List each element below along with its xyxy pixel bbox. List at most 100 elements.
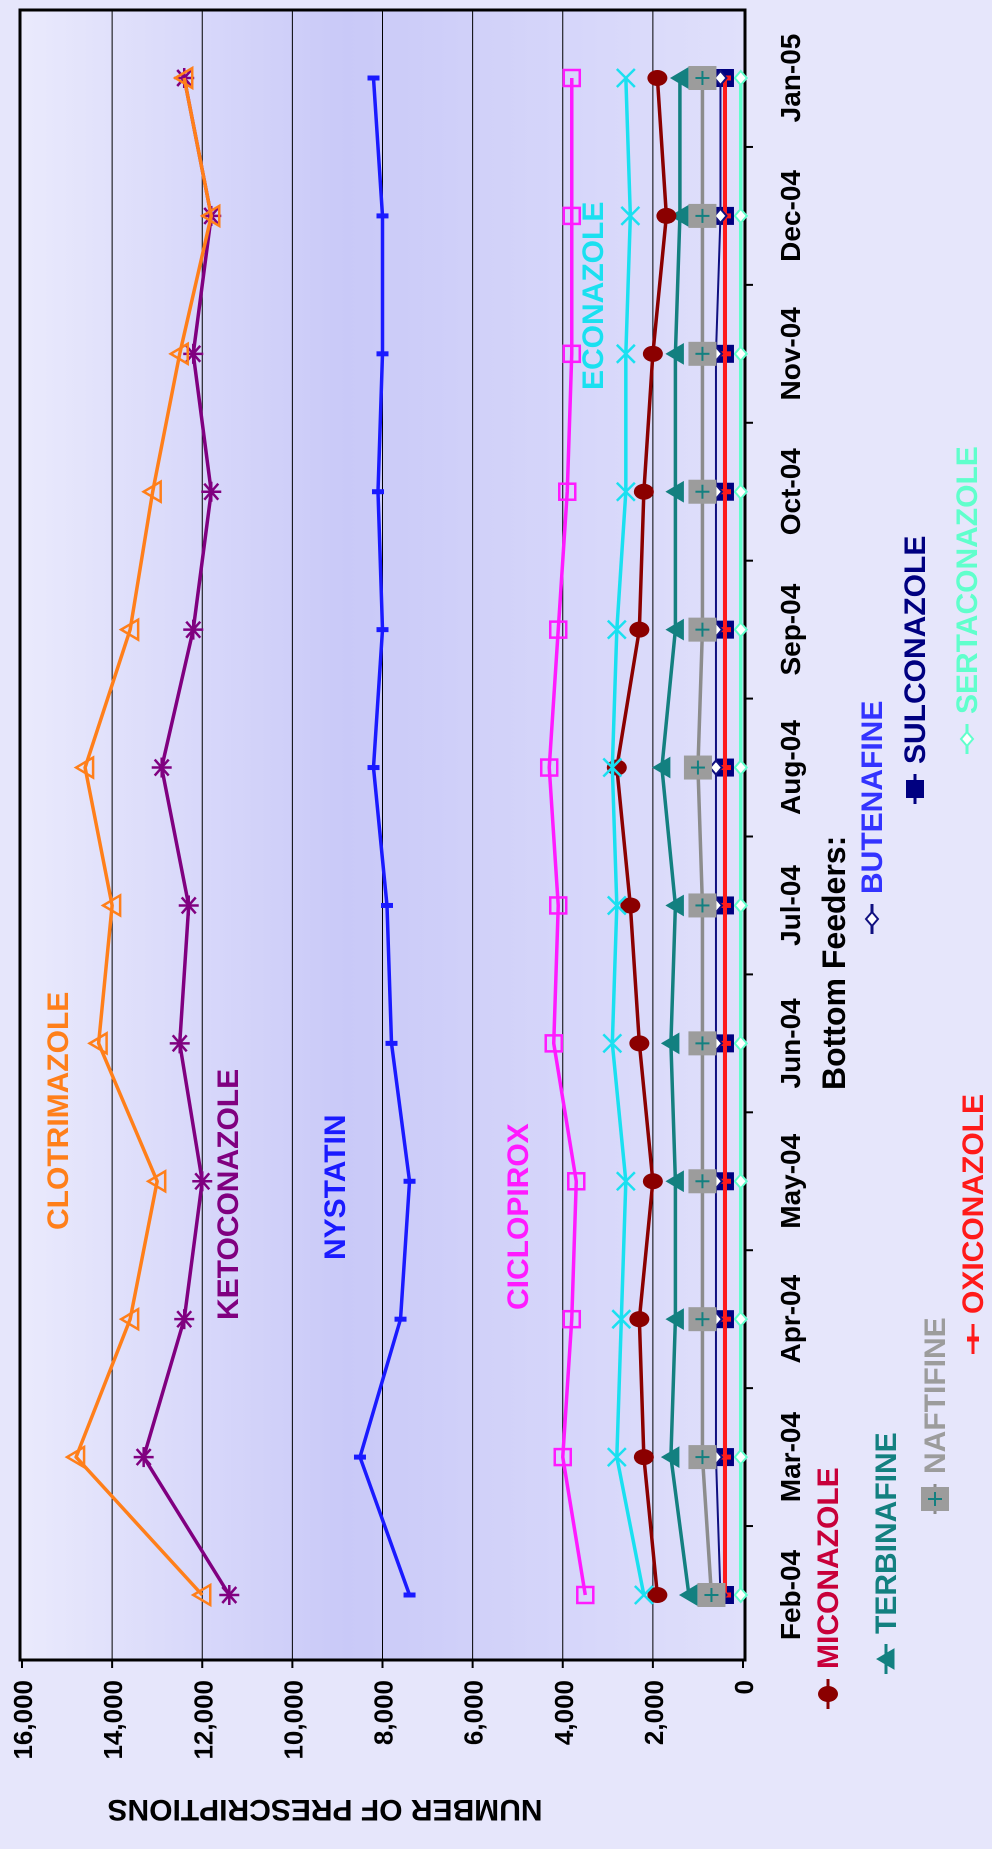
point-ciclopirox-nov-04 (562, 344, 582, 364)
point-ketoconazole-nov-04 (183, 343, 204, 364)
point-ciclopirox-dec-04 (562, 206, 582, 226)
legend-label-sulconazole: SULCONAZOLE (899, 536, 932, 764)
point-butenafine-aug-04 (708, 759, 724, 777)
series-sertaconazole (733, 69, 749, 1604)
point-sertaconazole-sep-04 (733, 621, 749, 639)
category-label-feb-04: Feb-04 (775, 1549, 806, 1640)
point-terbinafine-feb-04 (678, 1584, 698, 1606)
category-label-jul-04: Jul-04 (775, 865, 806, 946)
series-label-ketoconazole: KETOCONAZOLE (212, 1069, 245, 1320)
legend-item-oxiconazole: OXICONAZOLE (957, 1094, 990, 1354)
point-clotrimazole-jul-04 (100, 893, 122, 918)
point-ciclopirox-oct-04 (558, 482, 577, 501)
series-naftifine (683, 66, 726, 1607)
point-ciclopirox-jan-05 (562, 68, 582, 88)
point-ketoconazole-feb-04 (219, 1585, 240, 1605)
point-ciclopirox-feb-04 (576, 1585, 595, 1605)
point-terbinafine-aug-04 (651, 756, 671, 779)
point-terbinafine-jan-05 (669, 67, 689, 89)
line-butenafine (714, 78, 722, 1596)
legend-marker-butenafine (864, 910, 880, 928)
legend-label-butenafine: BUTENAFINE (856, 701, 889, 894)
point-econazole-jan-05 (615, 68, 636, 88)
point-clotrimazole-apr-04 (118, 1306, 140, 1332)
point-sertaconazole-may-04 (733, 1172, 749, 1190)
point-terbinafine-apr-04 (665, 1308, 684, 1331)
series-label-clotrimazole: CLOTRIMAZOLE (42, 992, 75, 1230)
line-clotrimazole (74, 77, 214, 1597)
point-naftifine-may-04 (688, 1169, 717, 1194)
point-miconazole-nov-04 (642, 345, 663, 362)
point-econazole-jul-04 (606, 895, 627, 916)
series-econazole (602, 68, 654, 1605)
point-ketoconazole-jun-04 (169, 1033, 190, 1054)
point-econazole-oct-04 (615, 481, 636, 502)
point-miconazole-may-04 (642, 1173, 663, 1190)
point-clotrimazole-nov-04 (168, 341, 189, 367)
legend-label-oxiconazole: OXICONAZOLE (957, 1094, 990, 1314)
value-tick-label-2: 4,000 (549, 1680, 579, 1745)
point-ketoconazole-sep-04 (183, 619, 204, 640)
point-sertaconazole-aug-04 (733, 759, 749, 777)
point-clotrimazole-dec-04 (199, 203, 221, 229)
point-miconazole-sep-04 (629, 621, 650, 638)
point-naftifine-oct-04 (688, 479, 717, 504)
point-clotrimazole-jan-05 (172, 65, 194, 91)
point-clotrimazole-aug-04 (73, 755, 95, 780)
point-econazole-may-04 (615, 1171, 636, 1192)
legend-marker-miconazole (818, 1686, 838, 1702)
point-miconazole-oct-04 (633, 483, 654, 500)
series-ciclopirox (539, 68, 595, 1605)
point-ketoconazole-jul-04 (178, 895, 199, 916)
value-tick-label-1: 2,000 (639, 1680, 669, 1745)
point-terbinafine-jul-04 (665, 894, 684, 917)
point-clotrimazole-oct-04 (141, 479, 162, 504)
category-label-sep-04: Sep-04 (775, 583, 806, 675)
line-ketoconazole (141, 77, 231, 1596)
point-ketoconazole-oct-04 (201, 481, 222, 502)
series-label-econazole: ECONAZOLE (577, 202, 610, 390)
series-clotrimazole (64, 65, 221, 1608)
point-ketoconazole-may-04 (192, 1171, 213, 1192)
line-econazole (610, 77, 646, 1596)
point-clotrimazole-sep-04 (118, 617, 140, 642)
value-tick-label-3: 6,000 (459, 1680, 489, 1745)
point-terbinafine-jun-04 (660, 1032, 680, 1055)
point-naftifine-nov-04 (688, 341, 717, 366)
point-terbinafine-may-04 (665, 1170, 684, 1193)
point-ciclopirox-apr-04 (562, 1309, 582, 1329)
series-label-ciclopirox: CICLOPIROX (502, 1123, 535, 1310)
point-naftifine-jul-04 (688, 893, 717, 918)
point-ciclopirox-mar-04 (553, 1447, 572, 1467)
point-butenafine-jan-05 (713, 69, 728, 87)
legend-marker-sertaconazole (959, 730, 975, 748)
point-terbinafine-nov-04 (665, 342, 684, 365)
legend-item-sertaconazole: SERTACONAZOLE (951, 446, 984, 754)
point-terbinafine-sep-04 (665, 618, 684, 641)
value-tick-label-7: 14,000 (98, 1680, 128, 1760)
point-naftifine-jan-05 (688, 66, 717, 90)
legend-item-sulconazole: SULCONAZOLE (899, 536, 932, 804)
value-tick-label-6: 12,000 (188, 1680, 218, 1760)
value-tick-label-5: 10,000 (278, 1680, 308, 1760)
line-nystatin (358, 77, 412, 1596)
category-label-oct-04: Oct-04 (775, 448, 806, 536)
line-terbinafine (660, 78, 691, 1596)
point-sertaconazole-apr-04 (733, 1310, 749, 1328)
point-terbinafine-oct-04 (665, 480, 684, 503)
legend-marker-terbinafine (876, 1648, 895, 1670)
point-ciclopirox-aug-04 (539, 758, 559, 777)
line-miconazole (615, 77, 669, 1596)
point-clotrimazole-mar-04 (64, 1444, 86, 1470)
series-label-nystatin: NYSTATIN (319, 1114, 352, 1260)
legend-title: Bottom Feeders: (816, 836, 852, 1090)
point-miconazole-jan-05 (647, 70, 668, 86)
legend-item-miconazole: MICONAZOLE (812, 1467, 845, 1709)
point-miconazole-jun-04 (629, 1035, 650, 1052)
series-terbinafine (651, 67, 698, 1606)
point-sertaconazole-dec-04 (733, 207, 749, 225)
legend-marker-naftifine (921, 1487, 949, 1511)
point-sertaconazole-jun-04 (733, 1034, 749, 1052)
point-clotrimazole-jun-04 (87, 1031, 108, 1056)
